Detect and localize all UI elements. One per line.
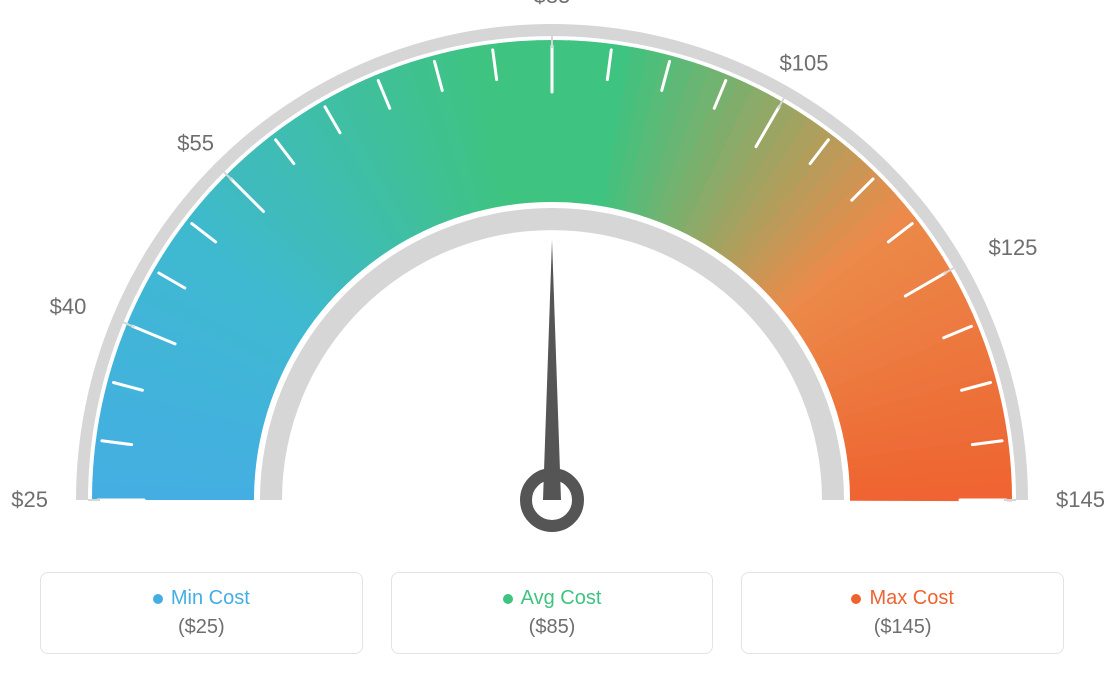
svg-text:$55: $55 [177, 131, 214, 156]
legend-label-avg: Avg Cost [521, 587, 602, 610]
legend-card-min: Min Cost ($25) [40, 572, 363, 654]
legend-title-min: Min Cost [153, 587, 250, 610]
legend-value-max: ($145) [742, 616, 1063, 639]
legend-title-max: Max Cost [851, 587, 953, 610]
svg-text:$85: $85 [534, 0, 571, 8]
legend-dot-min [153, 594, 163, 604]
legend-card-max: Max Cost ($145) [741, 572, 1064, 654]
svg-text:$145: $145 [1056, 487, 1104, 512]
legend-dot-avg [503, 594, 513, 604]
legend-row: Min Cost ($25) Avg Cost ($85) Max Cost (… [0, 560, 1104, 654]
legend-label-min: Min Cost [171, 587, 250, 610]
svg-text:$25: $25 [11, 487, 48, 512]
svg-text:$105: $105 [780, 51, 829, 76]
gauge-svg: $25 $40 $55 $85 $105 $125 $145 [0, 0, 1104, 560]
gauge-chart: $25 $40 $55 $85 $105 $125 $145 [0, 0, 1104, 560]
legend-value-avg: ($85) [392, 616, 713, 639]
svg-text:$125: $125 [988, 235, 1037, 260]
legend-title-avg: Avg Cost [503, 587, 602, 610]
legend-card-avg: Avg Cost ($85) [391, 572, 714, 654]
legend-value-min: ($25) [41, 616, 362, 639]
legend-dot-max [851, 594, 861, 604]
svg-text:$40: $40 [50, 294, 87, 319]
legend-label-max: Max Cost [869, 587, 953, 610]
